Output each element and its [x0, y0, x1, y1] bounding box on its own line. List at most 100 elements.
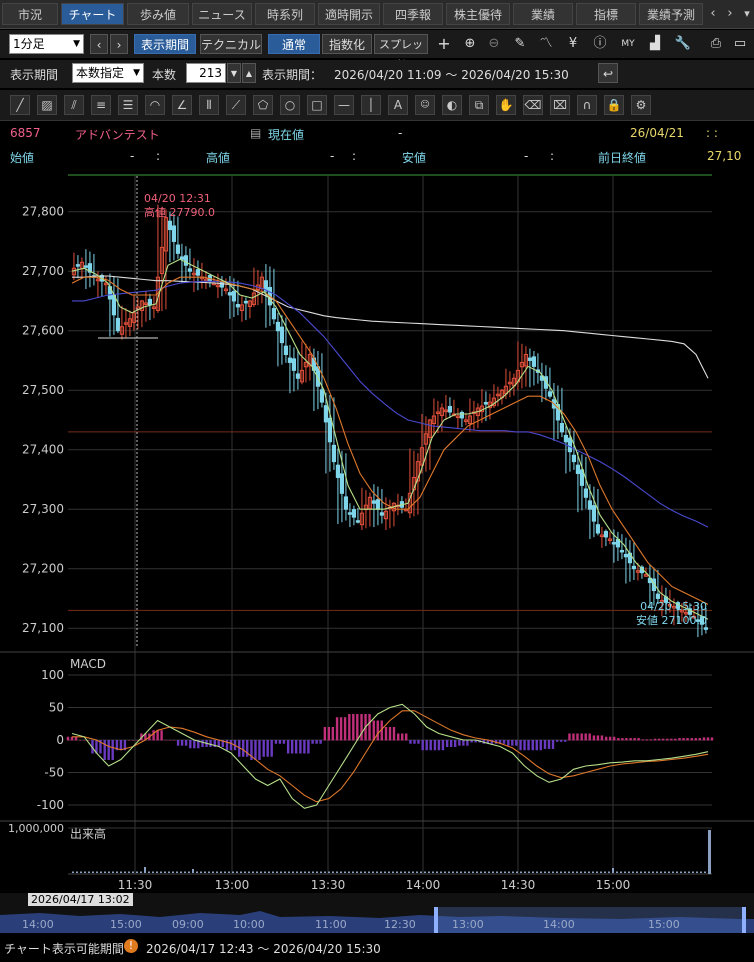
erase-all-icon[interactable]: ⌧ — [550, 95, 570, 115]
yen-icon[interactable]: ¥ — [568, 36, 578, 51]
tab-ticks[interactable]: 歩み値 — [127, 3, 189, 25]
parallel-lines-icon[interactable]: ⫽ — [64, 95, 84, 115]
macd-histogram-bar — [372, 720, 375, 741]
fib-lines-icon[interactable]: ☰ — [118, 95, 138, 115]
ruler-tool-icon[interactable]: ▨ — [37, 95, 57, 115]
arc-tool-icon[interactable]: ◠ — [145, 95, 165, 115]
my-icon[interactable]: MY — [621, 39, 635, 49]
macd-histogram-bar — [453, 740, 457, 747]
print-icon[interactable]: ⎙ — [710, 36, 722, 51]
prev-interval-button[interactable]: ‹ — [90, 34, 108, 54]
volume-bar — [496, 871, 498, 873]
macd-histogram-bar — [507, 740, 510, 746]
navigator-left-handle — [434, 907, 438, 933]
pencil-icon[interactable]: ✎ — [514, 36, 526, 51]
candle-body — [183, 255, 189, 266]
period-select[interactable]: 本数指定 ▼ — [72, 63, 144, 83]
next-interval-button[interactable]: › — [110, 34, 128, 54]
tab-next-icon[interactable]: › — [727, 6, 733, 21]
tab-indicators[interactable]: 指標 — [576, 3, 636, 25]
technical-button[interactable]: テクニカル — [200, 34, 262, 54]
tab-news[interactable]: ニュース — [192, 3, 252, 25]
magnet-icon[interactable]: ∩ — [577, 95, 597, 115]
navigator-tick-label: 15:00 — [110, 918, 142, 931]
macd-histogram-bar — [319, 740, 322, 744]
fan-tool-icon[interactable]: ∠ — [172, 95, 192, 115]
tab-prev-icon[interactable]: ‹ — [710, 6, 716, 21]
candle-body — [103, 282, 109, 286]
text-tool-icon[interactable]: A — [388, 95, 408, 115]
volume-bar — [252, 871, 254, 873]
smiley-icon[interactable]: ☺ — [415, 95, 435, 115]
macd-histogram-bar — [470, 740, 473, 743]
tab-chart[interactable]: チャート — [61, 3, 124, 25]
hand-icon[interactable]: ✋ — [496, 95, 516, 115]
hlines-icon[interactable]: ≡ — [91, 95, 111, 115]
macd-histogram-bar — [127, 740, 131, 741]
volume-bar — [632, 871, 634, 873]
tab-shikiho[interactable]: 四季報 — [383, 3, 443, 25]
candle-body — [607, 538, 613, 542]
normal-mode-button[interactable]: 通常 — [268, 34, 320, 54]
navigator-area[interactable] — [0, 893, 754, 933]
settings-gear-icon[interactable]: ⚙ — [631, 95, 651, 115]
rectangle-icon[interactable]: □ — [307, 95, 327, 115]
tab-market[interactable]: 市況 — [2, 3, 58, 25]
circle-icon[interactable]: ○ — [280, 95, 300, 115]
info-icon[interactable]: ⓘ — [593, 36, 607, 51]
price-chart[interactable]: 27,800 27,700 27,600 27,500 27,400 27,300 27,2… — [0, 168, 754, 893]
display-period-button[interactable]: 表示期間 — [134, 34, 196, 54]
navigator-date: 2026/04/17 13:02 — [28, 893, 133, 906]
macd-histogram-bar — [274, 740, 278, 744]
vlines-icon[interactable]: ⦀ — [199, 95, 219, 115]
hline-icon[interactable]: — — [334, 95, 354, 115]
volume-bar — [152, 871, 154, 873]
interval-select[interactable]: 1分足 ▼ — [9, 34, 84, 54]
index-mode-button[interactable]: 指数化 — [322, 34, 372, 54]
volume-bar — [220, 871, 222, 873]
count-input[interactable]: 213 — [186, 63, 226, 83]
tab-benefits[interactable]: 株主優待 — [446, 3, 510, 25]
chart-type-icon[interactable]: 〽 — [539, 36, 553, 51]
current-price-value: - — [398, 126, 403, 140]
count-down-icon[interactable]: ▼ — [227, 63, 241, 83]
pentagon-icon[interactable]: ⬠ — [253, 95, 273, 115]
high-time: : — [352, 149, 357, 163]
macd-histogram-bar — [429, 740, 432, 751]
tab-menu-icon[interactable]: ▾ — [744, 7, 750, 20]
gann-tool-icon[interactable]: ⟋ — [226, 95, 246, 115]
vline-icon[interactable]: │ — [361, 95, 381, 115]
paint-icon[interactable]: ◐ — [442, 95, 462, 115]
eraser-icon[interactable]: ⌫ — [523, 95, 543, 115]
lock-icon[interactable]: 🔒 — [604, 95, 624, 115]
volume-bar — [280, 871, 282, 873]
crosshair-icon[interactable]: + — [437, 34, 451, 53]
volume-tick-label: 1,000,000 — [8, 822, 64, 835]
tab-results[interactable]: 業績 — [513, 3, 573, 25]
count-up-icon[interactable]: ▲ — [242, 63, 256, 83]
candle-body — [587, 500, 593, 510]
candle-body — [303, 361, 309, 368]
line-tool-icon[interactable]: ╱ — [10, 95, 30, 115]
tab-disclosure[interactable]: 適時開示 — [318, 3, 380, 25]
tab-timeseries[interactable]: 時系列 — [255, 3, 315, 25]
macd-tick-label: 0 — [56, 733, 64, 747]
window-icon[interactable]: ▭ — [733, 36, 747, 51]
volume-bar — [168, 871, 170, 873]
candle-body — [507, 381, 513, 385]
macd-histogram-bar — [201, 740, 204, 747]
zoom-out-icon[interactable]: ⊖ — [488, 36, 500, 51]
copy-icon[interactable]: ⧉ — [469, 95, 489, 115]
candle-body — [127, 318, 133, 327]
list-icon[interactable]: ▤ — [250, 126, 262, 140]
range-navigator[interactable]: 2026/04/17 13:02 14:00 15:00 09:00 10:00 11:… — [0, 893, 754, 933]
volume-bar — [128, 871, 130, 873]
zoom-in-icon[interactable]: ⊕ — [464, 36, 476, 51]
area-chart-icon[interactable]: ▟ — [650, 36, 660, 51]
spread-mode-button[interactable]: スプレッド — [374, 34, 428, 71]
tab-forecast[interactable]: 業績予測 — [639, 3, 703, 25]
wrench-icon[interactable]: 🔧 — [674, 36, 692, 51]
reset-icon[interactable]: ↩ — [598, 63, 618, 83]
volume-bar — [196, 871, 198, 873]
macd-histogram-bar — [551, 740, 555, 749]
